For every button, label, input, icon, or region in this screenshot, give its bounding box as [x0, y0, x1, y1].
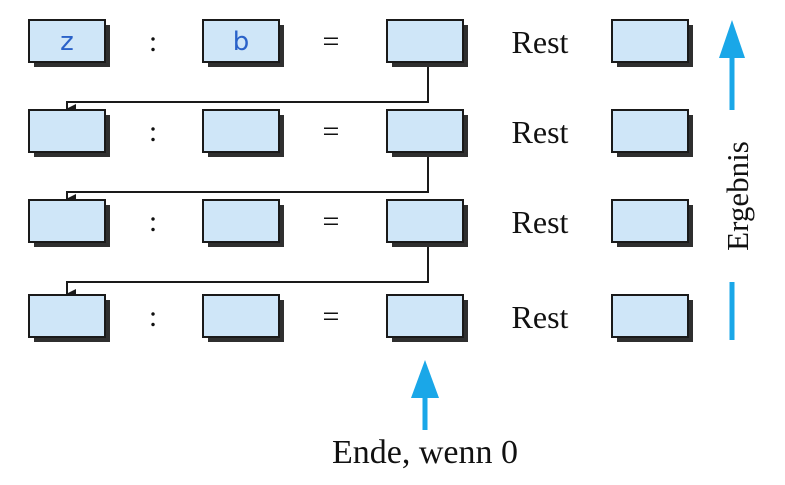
divisor-box[interactable]: b	[202, 19, 284, 67]
box-face	[202, 19, 280, 63]
box-face	[28, 294, 106, 338]
remainder-box[interactable]	[611, 19, 693, 67]
division-row: : = Rest	[28, 294, 693, 342]
connector-arrow	[66, 247, 429, 299]
box-face	[386, 199, 464, 243]
quotient-box[interactable]	[386, 294, 468, 342]
dividend-box[interactable]	[28, 199, 110, 247]
box-value: b	[233, 27, 250, 57]
division-row: z: b = Rest	[28, 19, 693, 67]
box-face	[28, 109, 106, 153]
box-face	[28, 19, 106, 63]
result-arrow-head	[719, 20, 745, 58]
quotient-box[interactable]	[386, 19, 468, 67]
end-arrow-icon	[411, 360, 439, 430]
rest-label: Rest	[512, 114, 569, 150]
divisor-box[interactable]	[202, 199, 284, 247]
equals-sign: =	[323, 205, 340, 238]
quotient-box[interactable]	[386, 109, 468, 157]
equals-sign: =	[323, 25, 340, 58]
end-arrow-head	[411, 360, 439, 398]
remainder-box[interactable]	[611, 294, 693, 342]
box-face	[611, 294, 689, 338]
divisor-box[interactable]	[202, 109, 284, 157]
box-face	[386, 294, 464, 338]
result-label: Ergebnis	[720, 141, 755, 251]
rest-label: Rest	[512, 204, 569, 240]
box-face	[386, 109, 464, 153]
box-face	[202, 199, 280, 243]
dividend-box[interactable]	[28, 109, 110, 157]
division-rows: z: b = Rest: = Rest: = Rest: = Rest	[28, 19, 693, 342]
box-face	[386, 19, 464, 63]
box-face	[611, 199, 689, 243]
quotient-box[interactable]	[386, 199, 468, 247]
connector-arrows	[66, 67, 429, 299]
connector-arrow	[66, 67, 429, 114]
rest-label: Rest	[512, 24, 569, 60]
rest-label: Rest	[512, 299, 569, 335]
box-face	[611, 109, 689, 153]
end-label: Ende, wenn 0	[332, 434, 518, 471]
divide-sign: :	[149, 115, 157, 148]
box-face	[611, 19, 689, 63]
divide-sign: :	[149, 205, 157, 238]
connector-arrow	[66, 157, 429, 204]
remainder-box[interactable]	[611, 109, 693, 157]
equals-sign: =	[323, 300, 340, 333]
divisor-box[interactable]	[202, 294, 284, 342]
dividend-box[interactable]: z	[28, 19, 110, 67]
division-row: : = Rest	[28, 199, 693, 247]
divide-sign: :	[149, 300, 157, 333]
divide-sign: :	[149, 25, 157, 58]
box-value: z	[60, 27, 74, 57]
division-row: : = Rest	[28, 109, 693, 157]
box-face	[202, 109, 280, 153]
remainder-box[interactable]	[611, 199, 693, 247]
box-face	[28, 199, 106, 243]
equals-sign: =	[323, 115, 340, 148]
result-arrow-icon	[719, 20, 745, 340]
dividend-box[interactable]	[28, 294, 110, 342]
box-face	[202, 294, 280, 338]
